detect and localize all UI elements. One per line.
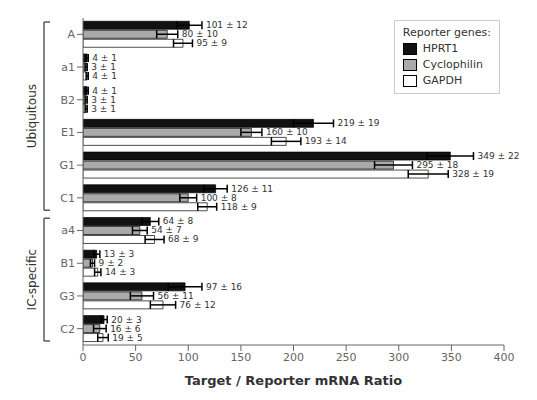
svg-text:118 ± 9: 118 ± 9 bbox=[221, 202, 257, 212]
svg-text:14 ± 3: 14 ± 3 bbox=[105, 267, 135, 277]
svg-text:C2: C2 bbox=[60, 323, 75, 336]
svg-text:250: 250 bbox=[336, 351, 357, 364]
svg-text:95 ± 9: 95 ± 9 bbox=[196, 38, 227, 48]
svg-text:4 ± 1: 4 ± 1 bbox=[92, 85, 117, 96]
svg-text:E1: E1 bbox=[61, 126, 75, 139]
svg-text:200: 200 bbox=[283, 351, 304, 364]
svg-text:400: 400 bbox=[494, 351, 515, 364]
svg-text:IC-specific: IC-specific bbox=[25, 249, 39, 311]
svg-text:193 ± 14: 193 ± 14 bbox=[305, 136, 347, 146]
svg-text:4 ± 1: 4 ± 1 bbox=[92, 71, 117, 81]
svg-text:3 ± 1: 3 ± 1 bbox=[91, 104, 116, 114]
html-text:Reporter genes:: Reporter genes: bbox=[402, 26, 491, 39]
svg-text:a1: a1 bbox=[61, 61, 75, 74]
svg-text:50: 50 bbox=[129, 351, 143, 364]
svg-text:64 ± 8: 64 ± 8 bbox=[162, 216, 194, 227]
svg-text:219 ± 19: 219 ± 19 bbox=[337, 118, 379, 128]
svg-text:300: 300 bbox=[388, 351, 409, 364]
svg-text:126 ± 11: 126 ± 11 bbox=[231, 184, 273, 194]
svg-text:328 ± 19: 328 ± 19 bbox=[452, 169, 494, 179]
svg-text:Ubiquitous: Ubiquitous bbox=[25, 84, 39, 148]
svg-text:349 ± 22: 349 ± 22 bbox=[477, 151, 519, 161]
svg-text:97 ± 16: 97 ± 16 bbox=[206, 282, 242, 292]
svg-text:G3: G3 bbox=[59, 290, 75, 303]
svg-text:G1: G1 bbox=[59, 159, 75, 172]
svg-text:160 ± 10: 160 ± 10 bbox=[266, 127, 308, 137]
svg-text:150: 150 bbox=[230, 351, 251, 364]
svg-text:100 ± 8: 100 ± 8 bbox=[200, 192, 237, 203]
svg-text:4 ± 1: 4 ± 1 bbox=[92, 53, 117, 63]
svg-text:54 ± 7: 54 ± 7 bbox=[151, 225, 182, 236]
svg-text:20 ± 3: 20 ± 3 bbox=[111, 314, 142, 325]
svg-text:350: 350 bbox=[441, 351, 462, 364]
svg-text:Target / Reporter mRNA Ratio: Target / Reporter mRNA Ratio bbox=[185, 373, 402, 388]
svg-text:68 ± 9: 68 ± 9 bbox=[168, 234, 199, 244]
svg-text:80 ± 10: 80 ± 10 bbox=[181, 29, 218, 40]
svg-text:13 ± 3: 13 ± 3 bbox=[103, 249, 135, 260]
svg-text:3 ± 1: 3 ± 1 bbox=[91, 94, 116, 105]
svg-text:a4: a4 bbox=[61, 224, 75, 237]
svg-text:100: 100 bbox=[178, 351, 199, 364]
svg-text:0: 0 bbox=[80, 351, 87, 364]
html-text:Cyclophilin: Cyclophilin bbox=[422, 58, 483, 71]
html-text:GAPDH: GAPDH bbox=[422, 74, 463, 87]
svg-text:19 ± 5: 19 ± 5 bbox=[112, 333, 142, 343]
svg-text:16 ± 6: 16 ± 6 bbox=[110, 323, 141, 334]
svg-text:C1: C1 bbox=[60, 192, 75, 205]
html-text:HPRT1: HPRT1 bbox=[422, 42, 459, 55]
svg-text:76 ± 12: 76 ± 12 bbox=[180, 300, 216, 310]
svg-text:56 ± 11: 56 ± 11 bbox=[157, 290, 194, 301]
svg-text:9 ± 2: 9 ± 2 bbox=[98, 258, 124, 269]
svg-text:B1: B1 bbox=[60, 257, 75, 270]
svg-text:101 ± 12: 101 ± 12 bbox=[205, 20, 248, 31]
svg-text:B2: B2 bbox=[60, 94, 75, 107]
svg-text:A: A bbox=[67, 28, 75, 41]
svg-text:3 ± 1: 3 ± 1 bbox=[91, 62, 116, 72]
svg-text:295 ± 18: 295 ± 18 bbox=[416, 160, 459, 171]
